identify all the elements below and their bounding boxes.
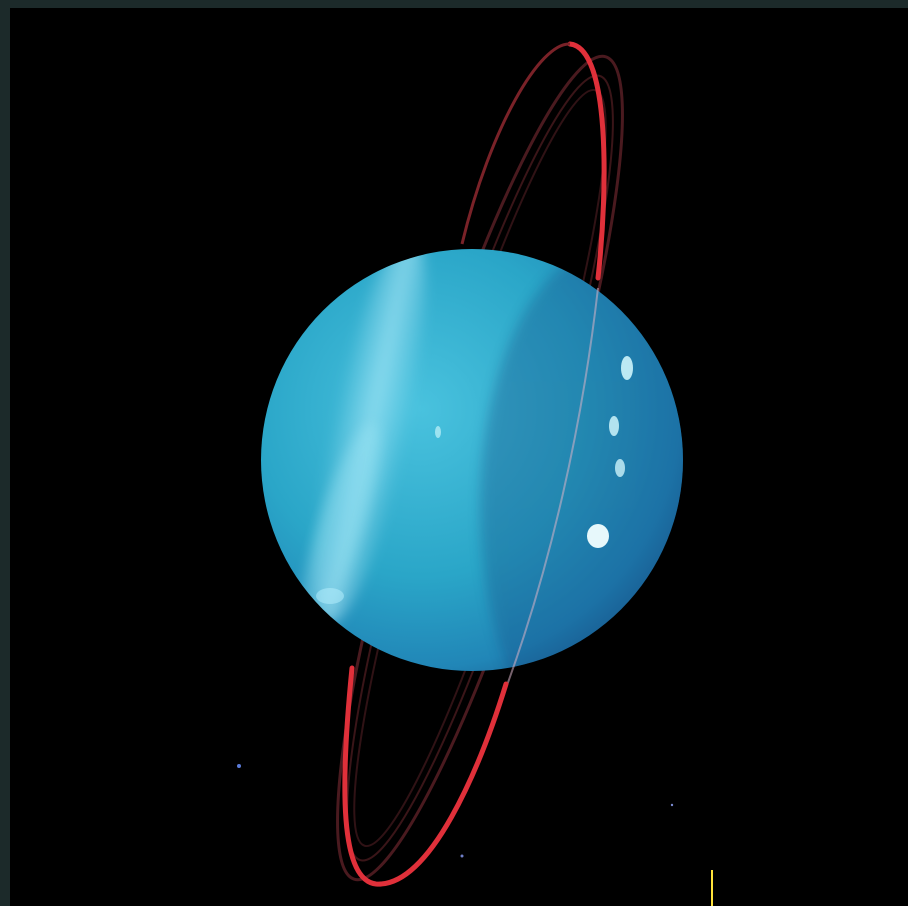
- cloud-features: [316, 356, 633, 604]
- uranus-scene: [237, 41, 713, 906]
- planet-uranus: [261, 249, 683, 671]
- background-stars: [237, 764, 674, 858]
- space-background: [10, 8, 908, 906]
- ring-front: [342, 41, 607, 887]
